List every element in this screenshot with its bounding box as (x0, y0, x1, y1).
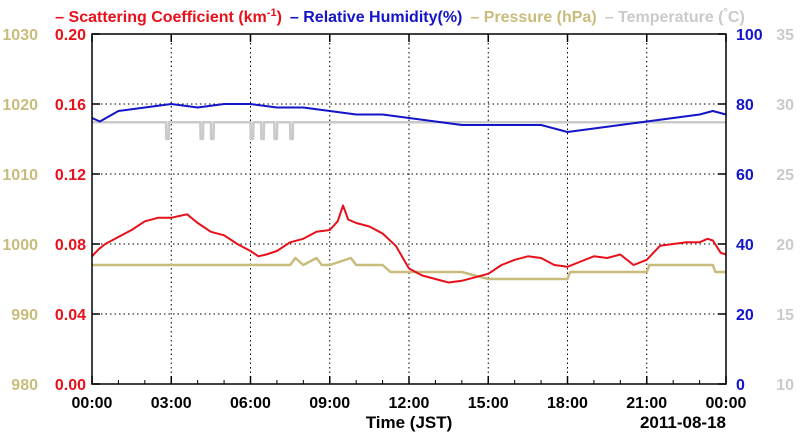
scattering-tick-label: 0.04 (55, 307, 86, 324)
pressure-tick-label: 1020 (2, 97, 38, 114)
x-tick-label: 00:00 (706, 395, 747, 412)
pressure-tick-label: 1000 (2, 237, 38, 254)
humidity-tick-label: 80 (736, 97, 754, 114)
x-tick-label: 18:00 (547, 395, 588, 412)
x-tick-label: 00:00 (72, 395, 113, 412)
date-label: 2011-08-18 (640, 413, 726, 432)
scattering-tick-label: 0.08 (55, 237, 86, 254)
pressure-tick-label: 980 (11, 377, 38, 394)
humidity-tick-label: 20 (736, 307, 754, 324)
series-line-scattering (91, 204, 727, 284)
pressure-tick-label: 990 (11, 307, 38, 324)
temperature-tick-label: 15 (776, 307, 794, 324)
series-line-pressure (92, 256, 726, 281)
axes: 00:00 03:00 06:00 09:00 12:00 15:00 18:00 21:00… (2, 27, 794, 412)
x-tick-label: 15:00 (468, 395, 509, 412)
legend-superscript: ° (724, 7, 728, 19)
temperature-tick-label: 10 (776, 377, 794, 394)
legend-entry: Relative Humidity(%) (303, 9, 462, 26)
series-layer (91, 103, 727, 284)
scattering-tick-label: 0.20 (55, 27, 86, 44)
x-tick-label: 21:00 (626, 395, 667, 412)
x-tick-label: 12:00 (389, 395, 430, 412)
humidity-tick-label: 0 (736, 377, 745, 394)
legend-marker: – (290, 9, 303, 26)
legend-entry-tail: ) (277, 9, 282, 26)
x-tick-label: 06:00 (230, 395, 271, 412)
temperature-tick-label: 25 (776, 167, 794, 184)
series-line-humidity (91, 103, 727, 133)
humidity-tick-label: 40 (736, 237, 754, 254)
legend-entry: Temperature ( (618, 9, 724, 26)
legend-marker: – (55, 9, 68, 26)
legend-marker: – (470, 9, 483, 26)
temperature-tick-label: 30 (776, 97, 794, 114)
legend-superscript: -1 (267, 7, 277, 19)
humidity-tick-label: 100 (736, 27, 763, 44)
temperature-tick-label: 35 (776, 27, 794, 44)
scattering-tick-label: 0.16 (55, 97, 86, 114)
legend-text: – Scattering Coefficient (km-1) – Relativ… (55, 7, 745, 26)
legend: – Scattering Coefficient (km-1) – Relativ… (55, 7, 745, 26)
legend-entry: Pressure (hPa) (484, 9, 597, 26)
legend-marker: – (605, 9, 618, 26)
pressure-tick-label: 1030 (2, 27, 38, 44)
humidity-tick-label: 60 (736, 167, 754, 184)
temperature-tick-label: 20 (776, 237, 794, 254)
legend-entry: Scattering Coefficient (km (69, 9, 267, 26)
grid-lines (92, 34, 726, 384)
scattering-tick-label: 0.12 (55, 167, 86, 184)
pressure-tick-label: 1010 (2, 167, 38, 184)
x-tick-label: 03:00 (151, 395, 192, 412)
x-axis-label: Time (JST) (366, 413, 453, 432)
x-tick-label: 09:00 (309, 395, 350, 412)
series-line-temperature (92, 120, 726, 141)
scattering-tick-label: 0.00 (55, 377, 86, 394)
legend-entry-tail: C) (728, 9, 745, 26)
